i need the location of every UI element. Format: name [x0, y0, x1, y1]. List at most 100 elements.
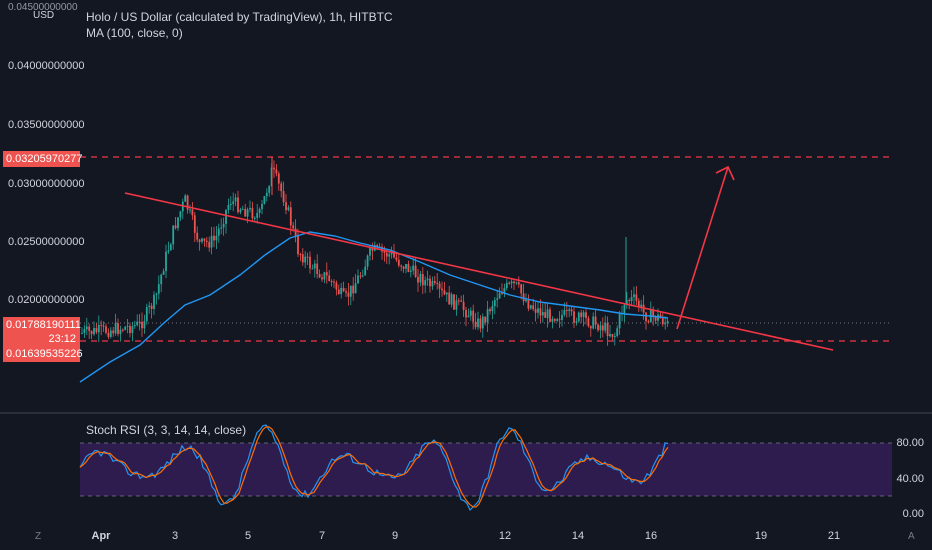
candle-body [337, 289, 340, 294]
candle-body [575, 321, 578, 323]
candle-body [93, 328, 95, 335]
candle-body [551, 319, 554, 322]
candle-body [169, 244, 172, 251]
time-axis-label: 12 [498, 530, 512, 542]
candle-body [191, 209, 194, 216]
candle-body [241, 208, 244, 210]
time-axis-label: 9 [391, 530, 399, 542]
candle-body [409, 270, 412, 272]
candle-body [311, 268, 314, 270]
candle-body [349, 285, 352, 297]
candle-body [148, 305, 151, 308]
candle-body [453, 294, 455, 310]
candle-body [201, 238, 203, 242]
candle-body [666, 320, 669, 324]
candle-body [198, 239, 201, 242]
ma-line [79, 231, 669, 383]
candle-body [613, 335, 616, 337]
candle-body [522, 293, 525, 302]
candle-body [493, 299, 496, 307]
candle-body [208, 241, 211, 248]
candle-body [234, 197, 237, 202]
candle-body [563, 309, 566, 315]
candle-body [501, 293, 503, 295]
stoch-rsi-canvas[interactable] [0, 414, 932, 524]
candle-body [141, 321, 143, 329]
candle-body [215, 235, 218, 241]
candle-body [541, 312, 544, 316]
candle-body [414, 265, 417, 278]
candle-body [261, 204, 263, 210]
candle-body [421, 274, 424, 286]
candle-body [222, 223, 225, 228]
candle-body [589, 326, 592, 329]
chart-title[interactable]: Holo / US Dollar (calculated by TradingV… [86, 10, 393, 24]
candle-body [318, 273, 321, 278]
candle-body [616, 328, 619, 336]
candle-body [321, 277, 323, 280]
candle-body [174, 225, 177, 229]
candle-body [297, 235, 299, 255]
candle-body [618, 313, 621, 329]
candle-body [205, 240, 208, 242]
candle-body [114, 323, 117, 334]
candle-body [517, 282, 520, 285]
candle-body [549, 309, 551, 322]
candle-body [561, 314, 563, 320]
auto-scale-icon[interactable]: A [908, 531, 915, 542]
candle-body [402, 266, 405, 269]
candle-body [253, 217, 256, 219]
candle-body [568, 309, 571, 311]
candle-body [400, 265, 403, 267]
candle-body [460, 300, 463, 302]
stoch-rsi-legend[interactable]: Stoch RSI (3, 3, 14, 14, close) [86, 423, 247, 437]
candle-body [383, 251, 386, 253]
candle-body [652, 309, 655, 317]
candle-body [426, 278, 429, 281]
candle-body [189, 209, 191, 211]
rsi-axis-label: 0.00 [902, 508, 924, 520]
ma-indicator-legend[interactable]: MA (100, close, 0) [86, 26, 183, 40]
candle-body [340, 287, 343, 294]
projection-arrowhead [715, 165, 735, 181]
candle-body [328, 275, 331, 281]
candle-body [556, 319, 559, 321]
candle-body [496, 298, 499, 300]
descending-trendline [124, 192, 834, 351]
candle-body [165, 251, 167, 272]
candle-body [249, 207, 251, 210]
candle-body [309, 256, 311, 269]
candle-body [385, 252, 388, 257]
candle-body [179, 211, 182, 218]
candle-body [539, 308, 542, 316]
pane-separator[interactable] [0, 412, 932, 414]
candle-body [585, 312, 587, 319]
candle-body [553, 319, 556, 321]
candle-body [597, 324, 599, 331]
stoch-rsi-pane[interactable] [0, 414, 932, 524]
candle-body [153, 294, 155, 309]
candle-body [436, 282, 439, 284]
candle-body [124, 326, 127, 331]
candle-body [265, 192, 268, 197]
candle-body [299, 254, 302, 256]
candle-body [275, 169, 278, 174]
candle-body [85, 326, 88, 330]
candle-body [251, 207, 254, 219]
candle-body [520, 284, 523, 294]
candle-body [107, 332, 110, 337]
candle-body [599, 325, 602, 331]
candle-body [594, 316, 597, 325]
candle-body [138, 321, 141, 323]
zoom-icon[interactable]: Z [35, 531, 42, 542]
candle-body [637, 300, 640, 308]
price-chart-canvas[interactable] [0, 0, 932, 412]
price-chart-pane[interactable] [0, 0, 932, 412]
candle-body [465, 309, 467, 318]
candle-body [433, 281, 436, 283]
candle-body [529, 305, 532, 309]
candle-body [210, 235, 213, 248]
candle-body [220, 227, 223, 229]
candle-body [635, 294, 638, 301]
candle-body [417, 277, 419, 283]
